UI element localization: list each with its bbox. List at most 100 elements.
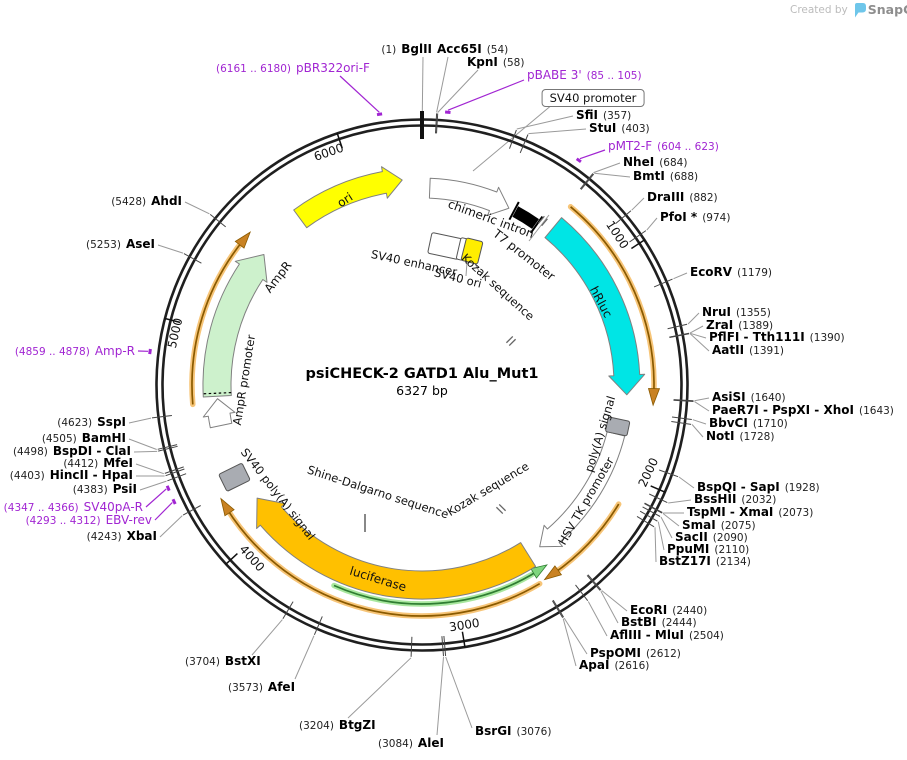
primer-label: pBABE 3' (85 .. 105)	[527, 69, 642, 83]
primer-label: (4859 .. 4878) Amp-R	[15, 345, 135, 359]
enzyme-site-label: (1) BglII	[381, 43, 432, 57]
plasmid-size: 6327 bp	[396, 383, 448, 398]
enzyme-name: ZraI	[706, 318, 734, 332]
enzyme-name: PfoI *	[660, 210, 698, 224]
enzyme-name: AleI	[417, 736, 444, 750]
enzyme-name: BglII	[401, 42, 432, 56]
enzyme-position: (1390)	[809, 332, 845, 344]
enzyme-site-label: AsiSI (1640)	[712, 391, 786, 405]
enzyme-name: PsiI	[112, 482, 137, 496]
enzyme-site-label: ApaI (2616)	[579, 659, 649, 673]
enzyme-name: AflIII - MluI	[610, 628, 684, 642]
primer-name: SV40pA-R	[83, 500, 143, 514]
enzyme-position: (2616)	[614, 660, 650, 672]
enzyme-name: TspMI - XmaI	[687, 505, 774, 519]
enzyme-position: (4623)	[57, 417, 93, 429]
snapgene-brand-text: SnapGene	[867, 2, 907, 17]
enzyme-site-label: BstZ17I (2134)	[659, 555, 751, 569]
primer-label: (4293 .. 4312) EBV-rev	[26, 514, 152, 528]
primer-label: (4347 .. 4366) SV40pA-R	[4, 501, 143, 515]
enzyme-name: BbvCI	[709, 416, 748, 430]
primer-position: (4347 .. 4366)	[3, 502, 79, 514]
enzyme-position: (2444)	[661, 617, 697, 629]
enzyme-position: (58)	[502, 57, 525, 69]
enzyme-site-label: (3204) BtgZI	[299, 719, 376, 733]
enzyme-site-label: ZraI (1389)	[706, 319, 773, 333]
enzyme-name: BstBI	[621, 615, 657, 629]
enzyme-site-label: AatII (1391)	[712, 344, 784, 358]
enzyme-site-label: (4403) HincII - HpaI	[10, 469, 133, 483]
enzyme-site-label: (3084) AleI	[378, 737, 444, 751]
primer-name: Amp-R	[94, 344, 135, 358]
enzyme-position: (4403)	[9, 470, 45, 482]
enzyme-site-label: (3573) AfeI	[228, 681, 295, 695]
snapgene-watermark: Created by SnapGene	[790, 2, 907, 20]
enzyme-position: (1355)	[735, 307, 771, 319]
enzyme-position: (1728)	[739, 431, 775, 443]
enzyme-position: (1391)	[749, 345, 784, 357]
enzyme-name: EcoRI	[630, 603, 668, 617]
enzyme-position: (2110)	[714, 544, 750, 556]
enzyme-site-label: PpuMI (2110)	[667, 543, 749, 557]
feature-label: SV40 promoter	[541, 89, 645, 107]
enzyme-name: SfiI	[576, 108, 599, 122]
enzyme-site-label: BstBI (2444)	[621, 616, 697, 630]
enzyme-name: BspQI - SapI	[697, 480, 780, 494]
enzyme-site-label: NheI (684)	[623, 156, 687, 170]
primer-label: (6161 .. 6180) pBR322ori-F	[216, 62, 370, 76]
enzyme-site-label: BbvCI (1710)	[709, 417, 788, 431]
enzyme-name: NruI	[702, 305, 731, 319]
enzyme-site-label: AflIII - MluI (2504)	[610, 629, 724, 643]
enzyme-name: StuI	[589, 121, 617, 135]
enzyme-position: (1643)	[858, 405, 894, 417]
enzyme-site-label: SmaI (2075)	[682, 519, 756, 533]
scale-tick-label: 5000	[165, 317, 186, 350]
enzyme-position: (54)	[486, 44, 509, 56]
enzyme-name: SspI	[97, 415, 126, 429]
enzyme-position: (974)	[702, 212, 731, 224]
enzyme-position: (3204)	[299, 720, 334, 732]
enzyme-position: (3704)	[185, 656, 220, 668]
enzyme-site-label: PflFI - Tth111I (1390)	[709, 331, 845, 345]
enzyme-site-label: StuI (403)	[589, 122, 650, 136]
enzyme-position: (403)	[621, 123, 650, 135]
scale-tick-label: 3000	[448, 616, 480, 635]
enzyme-site-label: BmtI (688)	[633, 170, 698, 184]
enzyme-site-label: (5253) AseI	[86, 238, 155, 252]
enzyme-site-label: EcoRI (2440)	[630, 604, 707, 618]
primer-label: pMT2-F (604 .. 623)	[608, 140, 719, 154]
enzyme-position: (2504)	[688, 630, 724, 642]
enzyme-position: (3084)	[378, 738, 413, 750]
primer-name: pMT2-F	[608, 139, 653, 153]
enzyme-position: (2612)	[645, 648, 681, 660]
enzyme-site-label: PaeR7I - PspXI - XhoI (1643)	[712, 404, 894, 418]
enzyme-site-label: Acc65I (54)	[437, 43, 508, 57]
enzyme-name: PflFI - Tth111I	[709, 330, 805, 344]
enzyme-position: (688)	[669, 171, 699, 183]
primer-position: (85 .. 105)	[586, 70, 642, 82]
enzyme-position: (4412)	[63, 458, 99, 470]
enzyme-position: (2073)	[778, 507, 814, 519]
enzyme-site-label: (4623) SspI	[57, 416, 126, 430]
enzyme-site-label: SacII (2090)	[675, 531, 748, 545]
enzyme-position: (1928)	[784, 482, 820, 494]
enzyme-name: AatII	[712, 343, 745, 357]
enzyme-name: KpnI	[467, 55, 498, 69]
enzyme-site-label: SfiI (357)	[576, 109, 631, 123]
created-by-text: Created by	[790, 4, 848, 16]
enzyme-name: ApaI	[579, 658, 610, 672]
enzyme-site-label: (4412) MfeI	[63, 457, 133, 471]
enzyme-site-label: (4243) XbaI	[87, 530, 157, 544]
enzyme-position: (1)	[381, 44, 397, 56]
enzyme-name: XbaI	[126, 529, 157, 543]
enzyme-name: HincII - HpaI	[49, 468, 133, 482]
enzyme-position: (5253)	[86, 239, 121, 251]
enzyme-site-label: NotI (1728)	[706, 430, 774, 444]
primer-name: pBR322ori-F	[296, 61, 370, 75]
enzyme-site-label: (4505) BamHI	[42, 432, 126, 446]
enzyme-position: (2440)	[672, 605, 708, 617]
enzyme-position: (5428)	[111, 196, 147, 208]
enzyme-name: BstXI	[224, 654, 261, 668]
enzyme-position: (2032)	[741, 494, 777, 506]
